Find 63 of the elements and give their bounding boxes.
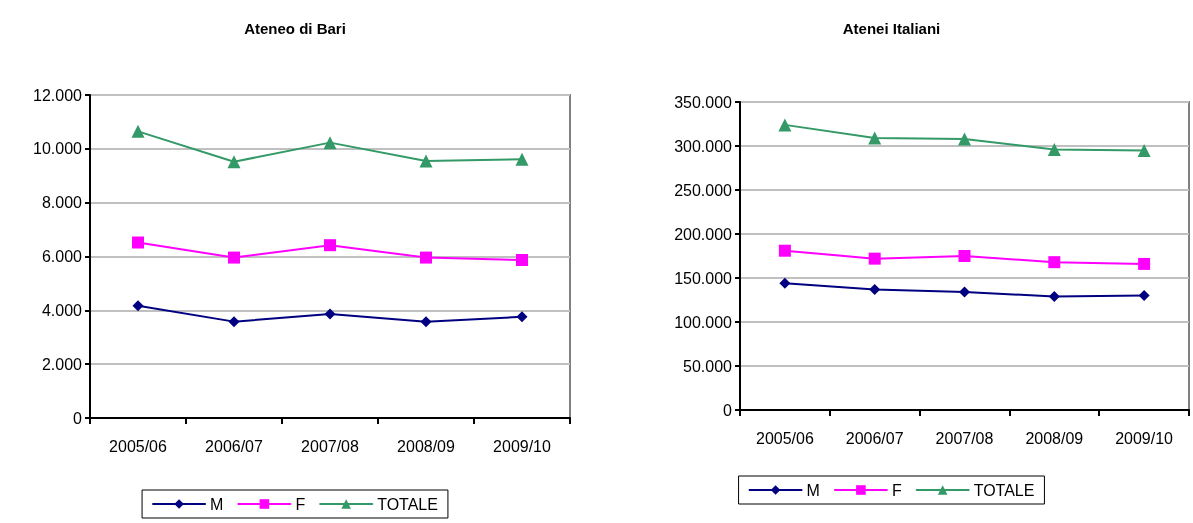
point [1048, 256, 1061, 269]
point [868, 131, 882, 145]
point [1138, 257, 1151, 270]
point [420, 251, 432, 264]
legend-label: M [210, 495, 224, 513]
point [419, 154, 433, 168]
point [132, 236, 144, 249]
y-tick-label: 150.000 [674, 269, 733, 287]
point [1048, 290, 1060, 302]
legend-label: F [295, 495, 306, 513]
y-tick-label: 4.000 [41, 301, 83, 319]
point [228, 251, 240, 264]
point [132, 300, 144, 312]
point [778, 118, 792, 132]
point [868, 252, 881, 265]
x-tick-label: 2005/06 [755, 429, 814, 447]
x-tick-label: 2007/08 [301, 437, 360, 455]
y-tick-label: 12.000 [33, 86, 83, 104]
x-tick-label: 2007/08 [935, 429, 994, 447]
x-tick-label: 2005/06 [109, 437, 168, 455]
point [516, 311, 528, 323]
x-tick-label: 2006/07 [205, 437, 264, 455]
y-tick-label: 300.000 [674, 137, 733, 155]
chart-title: Ateneo di Bari [244, 20, 346, 37]
point [958, 250, 971, 262]
point [1047, 143, 1061, 157]
y-tick-label: 50.000 [683, 357, 733, 375]
point [1137, 143, 1151, 157]
x-tick-label: 2008/09 [1025, 429, 1084, 447]
y-tick-label: 0 [723, 401, 733, 419]
y-tick-label: 0 [73, 409, 83, 427]
point [516, 254, 528, 266]
y-tick-label: 250.000 [674, 181, 733, 199]
point [869, 283, 881, 295]
y-tick-label: 350.000 [674, 93, 733, 111]
point [228, 316, 240, 328]
point [324, 239, 336, 252]
y-tick-label: 200.000 [674, 225, 733, 243]
y-tick-label: 2.000 [41, 355, 83, 373]
point [958, 132, 971, 146]
point [1138, 290, 1150, 302]
legend-label: TOTALE [973, 481, 1035, 499]
y-tick-label: 8.000 [41, 194, 83, 212]
point [420, 316, 432, 328]
y-tick-label: 100.000 [674, 313, 733, 331]
point [323, 136, 337, 150]
point [779, 277, 791, 289]
point [778, 244, 791, 257]
chart-title: Atenei Italiani [842, 20, 941, 37]
point [324, 308, 336, 320]
point [959, 286, 970, 298]
point [515, 152, 529, 166]
x-tick-label: 2009/10 [1115, 429, 1174, 447]
y-tick-label: 10.000 [33, 140, 83, 158]
y-tick-label: 6.000 [41, 248, 83, 265]
legend-label: M [806, 481, 820, 499]
x-tick-label: 2008/09 [397, 437, 456, 455]
legend-label: F [891, 481, 902, 499]
point [131, 124, 145, 138]
x-tick-label: 2006/07 [845, 429, 904, 447]
point [227, 155, 241, 169]
x-tick-label: 2009/10 [493, 437, 552, 455]
legend-label: TOTALE [377, 495, 438, 513]
